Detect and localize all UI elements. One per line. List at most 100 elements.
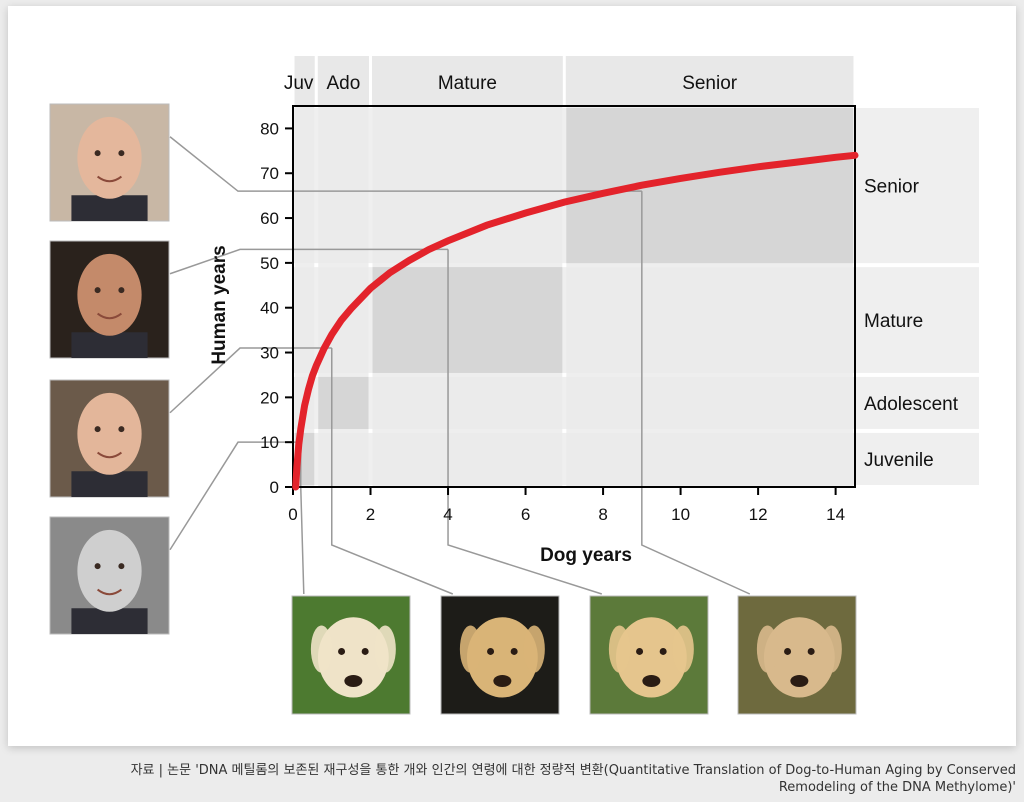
human-eye-left-0: [94, 150, 101, 157]
plot-frame: [292, 105, 856, 488]
human-mouth-3: [96, 588, 123, 596]
human-stage-band-1: [293, 376, 979, 429]
y-tick-label-6: 60: [260, 209, 279, 228]
dog-nose-1: [493, 674, 512, 687]
dog-eye-left-3: [784, 647, 792, 655]
human-mouth-0: [96, 175, 123, 183]
human-stage-label-1: Mature: [864, 311, 923, 332]
human-eye-right-1: [118, 287, 125, 294]
dog-eye-left-1: [487, 647, 495, 655]
dog-head-3: [763, 617, 835, 698]
human-eye-right-3: [118, 563, 125, 570]
dog-ear-right-1: [523, 625, 545, 673]
caption-line-1: 자료 | 논문 'DNA 메틸롬의 보존된 재구성을 통한 개와 인간의 연령에…: [130, 763, 1016, 778]
dog-nose-2: [642, 674, 661, 687]
dog-eye-right-2: [659, 647, 667, 655]
dog-stage-header-2: [372, 56, 563, 106]
x-tick-label-2: 4: [443, 505, 452, 524]
human-eye-left-1: [94, 287, 101, 294]
dog-nose-3: [790, 674, 809, 687]
human-eye-right-2: [118, 426, 125, 433]
x-tick-label-7: 14: [826, 505, 845, 524]
human-stage-label-3: Juvenile: [864, 450, 934, 471]
x-tick-label-1: 2: [366, 505, 375, 524]
dog-eye-right-1: [510, 647, 518, 655]
dog-head-1: [466, 617, 538, 698]
dog-stage-header-3: [565, 56, 854, 106]
dog-ear-left-0: [310, 625, 333, 673]
dog-eye-left-2: [636, 647, 644, 655]
dog-connector-2: [447, 249, 603, 595]
human-shoulders-3: [71, 608, 148, 634]
y-tick-label-8: 80: [260, 119, 279, 138]
photos: [49, 103, 857, 715]
human-shoulders-2: [71, 471, 148, 497]
dog-connector-1: [331, 348, 454, 595]
stage-overlap-2: [372, 267, 563, 373]
y-tick-label-7: 70: [260, 164, 279, 183]
dog-eye-right-3: [807, 647, 815, 655]
dog-photo-puppy: [291, 595, 411, 715]
dog-ear-right-2: [672, 625, 694, 673]
x-tick-label-0: 0: [288, 505, 297, 524]
human-face-3: [77, 529, 142, 612]
human-eye-left-3: [94, 563, 101, 570]
human-face-0: [77, 116, 142, 199]
human-stage-band-0: [293, 432, 979, 485]
human-photo-senior: [49, 103, 170, 222]
y-tick-label-1: 10: [260, 433, 279, 452]
human-photo-child: [49, 516, 170, 635]
dog-photo-senior: [737, 595, 857, 715]
dog-photo-young: [440, 595, 560, 715]
photo-connectors: [169, 136, 751, 595]
dog-ear-left-3: [756, 625, 779, 673]
dog-ear-right-3: [820, 625, 842, 673]
x-tick-label-3: 6: [521, 505, 530, 524]
age-curve: [292, 151, 859, 491]
human-mouth-1: [96, 312, 123, 320]
human-connector-1: [169, 347, 332, 414]
dog-stage-label-1: Ado: [326, 73, 360, 94]
human-photo-adolescent: [49, 379, 170, 498]
dog-stage-header-0: [294, 56, 315, 106]
y-tick-label-0: 0: [270, 478, 279, 497]
x-tick-label-5: 10: [671, 505, 690, 524]
human-photo-mature: [49, 240, 170, 359]
stage-overlap-1: [318, 376, 369, 429]
human-connector-0: [169, 441, 301, 551]
dog-eye-right-0: [361, 647, 369, 655]
human-connector-2: [169, 248, 449, 275]
human-shoulders-0: [71, 195, 148, 221]
human-stage-label-2: Adolescent: [864, 394, 959, 415]
human-shoulders-1: [71, 332, 148, 358]
human-stage-label-0: Senior: [864, 177, 920, 198]
stage-bands: Juv Ado Mature Senior Senior Mature Adolescent…: [284, 56, 979, 487]
caption-line-2: Remodeling of the DNA Methylome)': [778, 780, 1016, 795]
dog-ear-right-0: [374, 625, 396, 673]
y-tick-label-4: 40: [260, 299, 279, 318]
human-eye-right-0: [118, 150, 125, 157]
stage-overlap-3: [566, 108, 853, 264]
source-caption: 자료 | 논문 'DNA 메틸롬의 보존된 재구성을 통한 개와 인간의 연령에…: [56, 762, 1016, 796]
human-mouth-2: [96, 451, 123, 459]
dog-eye-left-0: [338, 647, 346, 655]
dog-connector-3: [641, 191, 751, 595]
x-tick-label-6: 12: [749, 505, 768, 524]
dog-stage-label-2: Mature: [438, 73, 497, 94]
dog-stage-label-0: Juv: [284, 73, 314, 94]
human-connector-3: [169, 136, 642, 192]
x-tick-label-4: 8: [598, 505, 607, 524]
dog-stage-header-1: [317, 56, 370, 106]
y-tick-label-3: 30: [260, 344, 279, 363]
y-tick-label-2: 20: [260, 388, 279, 407]
human-eye-left-2: [94, 426, 101, 433]
dog-head-0: [317, 617, 389, 698]
dog-nose-0: [344, 674, 363, 687]
y-tick-label-5: 50: [260, 254, 279, 273]
dog-head-2: [615, 617, 687, 698]
human-face-1: [77, 253, 142, 336]
dog-photo-adult: [589, 595, 709, 715]
x-axis-label: Dog years: [540, 545, 632, 566]
human-face-2: [77, 392, 142, 475]
y-axis-label: Human years: [209, 245, 230, 364]
